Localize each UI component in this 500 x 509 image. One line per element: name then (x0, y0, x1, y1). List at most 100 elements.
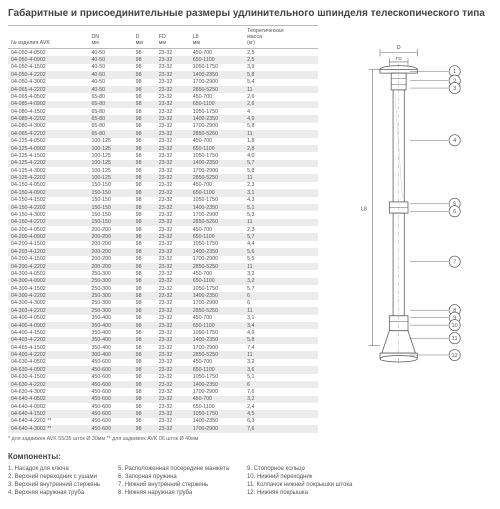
table-cell: 40-50 (88, 86, 132, 93)
table-cell: 150-150 (88, 197, 132, 204)
table-cell: 04-640-4-0902 (8, 403, 88, 410)
table-cell: 6,3 (244, 418, 318, 425)
table-cell: 1400-2350 (190, 381, 244, 388)
table-cell: 200-200 (88, 226, 132, 233)
table-cell: 23-32 (156, 396, 190, 403)
components-col-3: 9. Стопорное кольцо10. Нижний переходник… (247, 465, 353, 497)
table-cell: 450-700 (190, 182, 244, 189)
callout-1: 1 (453, 69, 456, 75)
table-cell: 40-50 (88, 49, 132, 57)
table-cell: 4 (244, 108, 318, 115)
table-cell: 650-1100 (190, 189, 244, 196)
table-footnote: * для задвижек AVK 55/35 шток Ø 30мм ** … (8, 436, 318, 442)
table-cell: 5,7 (244, 285, 318, 292)
table-cell: 150-150 (88, 189, 132, 196)
table-cell: 98 (133, 71, 156, 78)
table-cell: 98 (133, 79, 156, 86)
table-cell: 04-125-4-1502 (8, 152, 88, 159)
table-cell: 250-300 (88, 307, 132, 314)
table-cell: 3,4 (244, 322, 318, 329)
table-cell: 1700-2900 (190, 211, 244, 218)
table-cell: 2850-5250 (190, 174, 244, 181)
table-cell: 2850-5250 (190, 263, 244, 270)
table-cell: 65-80 (88, 93, 132, 100)
table-cell: 23-32 (156, 270, 190, 277)
table-cell: 23-32 (156, 93, 190, 100)
table-cell: 98 (133, 329, 156, 336)
table-cell: 11 (244, 130, 318, 137)
table-cell: 200-200 (88, 248, 132, 255)
table-cell: 5,5 (244, 256, 318, 263)
table-cell: 04-630-4-3002 (8, 388, 88, 395)
table-row: 04-640-4-0902450-6009823-32650-11002,4 (8, 403, 318, 410)
table-cell: 1400-2350 (190, 418, 244, 425)
table-cell: 04-150-4-2202 (8, 204, 88, 211)
table-cell: 23-32 (156, 123, 190, 130)
table-cell: 5,7 (244, 160, 318, 167)
table-cell: 23-32 (156, 374, 190, 381)
table-cell: 23-32 (156, 329, 190, 336)
table-cell: 04-300-4-0902 (8, 278, 88, 285)
table-cell: 04-400-4-1502 (8, 329, 88, 336)
table-cell: 40-50 (88, 71, 132, 78)
table-cell: 04-300-4-1502 (8, 285, 88, 292)
table-cell: 2,5 (244, 49, 318, 57)
table-cell: 04-050-4-3002 (8, 79, 88, 86)
table-cell: 04-065-4-0502 (8, 93, 88, 100)
table-cell: 04-125-4-0902 (8, 145, 88, 152)
table-cell: 04-203-4-1202 (8, 248, 88, 255)
table-cell: 23-32 (156, 71, 190, 78)
table-cell: 2,5 (244, 56, 318, 63)
table-cell: 23-32 (156, 256, 190, 263)
table-cell: 98 (133, 337, 156, 344)
table-cell: 04-630-4-2202 (8, 381, 88, 388)
table-row: 04-125-4-3002100-1259823-321700-29005,8 (8, 167, 318, 174)
table-cell: 350-400 (88, 315, 132, 322)
table-cell: 23-32 (156, 344, 190, 351)
table-row: 04-400-4-0902350-4009823-32650-11003,4 (8, 322, 318, 329)
table-cell: 1400-2350 (190, 292, 244, 299)
table-cell: 4,5 (244, 410, 318, 417)
main-row: № изделия AVKDNммDммFDммL8ммТеоретическа… (8, 25, 492, 442)
table-cell: 150-150 (88, 211, 132, 218)
table-cell: 3,2 (244, 270, 318, 277)
table-row: 04-125-4-0902100-1259823-32650-11002,8 (8, 145, 318, 152)
table-cell: 98 (133, 152, 156, 159)
table-cell: 04-400-4-0502 (8, 315, 88, 322)
table-cell: 1050-1750 (190, 152, 244, 159)
dim-l8-label: L8 (361, 206, 367, 212)
table-cell: 23-32 (156, 197, 190, 204)
components-title: Компоненты: (8, 452, 492, 461)
table-cell: 40-50 (88, 79, 132, 86)
table-cell: 23-32 (156, 248, 190, 255)
table-cell: 98 (133, 189, 156, 196)
table-cell: 65-80 (88, 130, 132, 137)
table-cell: 04-300-4-0502 (8, 270, 88, 277)
table-cell: 98 (133, 344, 156, 351)
table-cell: 11 (244, 219, 318, 226)
components-item: 2. Верхний переходник с ушами (8, 473, 100, 481)
table-cell: 04-630-4-1502 (8, 374, 88, 381)
table-row: 04-200-4-2202200-2009823-322850-525011 (8, 263, 318, 270)
table-row: 04-150-4-2202150-1509823-322850-525011 (8, 219, 318, 226)
table-cell: 98 (133, 396, 156, 403)
table-cell: 23-32 (156, 130, 190, 137)
table-row: 04-050-4-050240-509823-32450-7002,5 (8, 49, 318, 57)
table-cell: 23-32 (156, 300, 190, 307)
table-cell: 98 (133, 138, 156, 145)
table-cell: 2,6 (244, 93, 318, 100)
table-cell: 450-600 (88, 396, 132, 403)
table-cell: 350-400 (88, 322, 132, 329)
table-cell: 98 (133, 300, 156, 307)
table-row: 04-125-4-2202100-1259823-321400-23505,7 (8, 160, 318, 167)
table-row: 04-630-4-2202450-6009823-321400-23506 (8, 381, 318, 388)
table-cell: 650-1100 (190, 145, 244, 152)
table-cell: 5,4 (244, 79, 318, 86)
table-cell: 1050-1750 (190, 285, 244, 292)
table-cell: 04-150-4-3002 (8, 211, 88, 218)
table-cell: 2850-5250 (190, 307, 244, 314)
callout-4: 4 (453, 138, 456, 144)
components-item: 10. Нижний переходник (247, 473, 353, 481)
table-cell: 6 (244, 381, 318, 388)
table-row: 04-630-4-0502450-6009823-32450-7003,2 (8, 359, 318, 366)
